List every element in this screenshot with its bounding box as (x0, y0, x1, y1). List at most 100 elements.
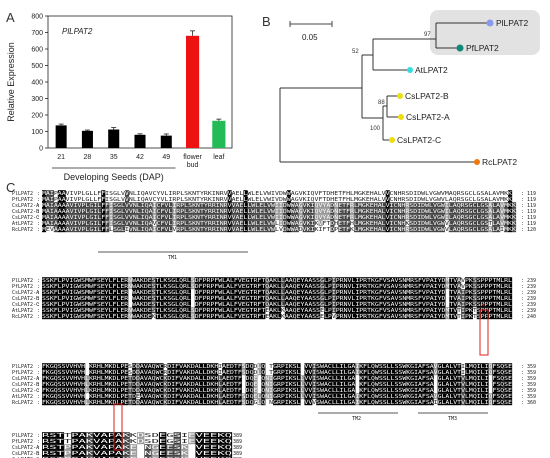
residue-shade (214, 313, 219, 320)
residue-shade (267, 220, 272, 227)
residue-shade (476, 283, 481, 290)
residue-shade (78, 450, 86, 457)
residue-shade (176, 202, 181, 209)
residue-shade (195, 438, 203, 445)
residue-shade (452, 214, 457, 221)
seq-name: CsLPAT2-A (12, 445, 39, 451)
residue-shade (239, 220, 244, 227)
residue-shade (504, 277, 509, 284)
residue-shade (175, 399, 180, 406)
residue-shade (261, 369, 266, 376)
residue-shade (476, 307, 481, 314)
residue-shade (89, 214, 94, 221)
residue-shade (139, 301, 144, 308)
residue-shade (214, 381, 219, 388)
seq-colon: : (37, 445, 40, 451)
residue-shade (359, 393, 364, 400)
residue-shade (465, 393, 470, 400)
residue-shade (324, 393, 329, 400)
seq-name: PlLPAT2 (12, 191, 33, 197)
y-tick-label: 200 (31, 113, 43, 120)
residue-shade (249, 399, 254, 406)
residue-shade (425, 307, 430, 314)
residue-shade (97, 202, 102, 209)
residue-shade (81, 208, 86, 215)
residue-shade (128, 277, 133, 284)
residue-shade (373, 208, 378, 215)
residue-shade (160, 208, 165, 215)
residue-shade (222, 277, 227, 284)
residue-shade (202, 363, 207, 370)
residue-shade (390, 381, 395, 388)
residue-shade (308, 387, 313, 394)
seq-residues: MAIPAAVIVPLGLLFFISGLVVNLIQAVCYVLIRPLSKNT… (42, 191, 512, 197)
residue-shade (237, 283, 242, 290)
residue-shade (42, 214, 47, 221)
residue-shade (73, 313, 78, 320)
residue-shade (199, 208, 205, 215)
residue-shade (112, 277, 117, 284)
residue-shade (186, 289, 191, 296)
residue-shade (312, 387, 317, 394)
residue-shade (173, 456, 181, 458)
residue-shade (85, 208, 90, 215)
residue-shade (472, 208, 477, 215)
residue-shade (115, 438, 123, 445)
residue-shade (116, 381, 121, 388)
seq-name: PlLPAT2 (12, 278, 33, 284)
residue-shade (73, 375, 78, 382)
residue-shade (296, 277, 301, 284)
residue-shade (429, 381, 434, 388)
residue-shade (406, 381, 411, 388)
residue-shade (402, 307, 407, 314)
residue-shade (53, 399, 58, 406)
residue-shade (190, 313, 195, 320)
residue-shade (122, 444, 130, 451)
residue-shade (226, 387, 231, 394)
residue-shade (363, 363, 368, 370)
residue-shade (140, 208, 145, 215)
residue-shade (300, 313, 305, 320)
residue-shade (57, 387, 62, 394)
residue-shade (273, 381, 278, 388)
residue-shade (355, 313, 360, 320)
residue-shade (300, 375, 305, 382)
residue-shade (218, 283, 223, 290)
residue-shade (251, 220, 256, 227)
residue-shade (184, 220, 189, 227)
residue-shade (53, 369, 58, 376)
residue-shade (96, 289, 101, 296)
residue-shade (183, 399, 188, 406)
residue-shade (190, 277, 195, 284)
residue-shade (397, 220, 402, 227)
residue-shade (65, 369, 70, 376)
residue-shade (92, 369, 97, 376)
residue-shade (124, 313, 129, 320)
residue-shade (196, 220, 201, 227)
residue-shade (284, 283, 289, 290)
tm1-label: TM1 (168, 255, 177, 261)
residue-shade (108, 283, 113, 290)
residue-shade (288, 283, 293, 290)
residue-shade (45, 277, 50, 284)
residue-shade (179, 375, 184, 382)
residue-shade (273, 295, 278, 302)
residue-shade (163, 295, 168, 302)
residue-shade (188, 438, 196, 445)
residue-shade (363, 393, 368, 400)
residue-shade (484, 295, 489, 302)
seq-end-position: : 239 (521, 302, 536, 308)
residue-shade (496, 202, 501, 209)
residue-shade (136, 295, 141, 302)
residue-shade (71, 450, 79, 457)
residue-shade (472, 381, 477, 388)
residue-shade (413, 208, 418, 215)
residue-shade (100, 363, 105, 370)
residue-shade (453, 289, 458, 296)
seq-colon: : (37, 203, 40, 209)
residue-shade (414, 375, 419, 382)
residue-shade (214, 301, 219, 308)
residue-shade (112, 387, 117, 394)
residue-shade (312, 313, 317, 320)
residue-shade (89, 363, 94, 370)
